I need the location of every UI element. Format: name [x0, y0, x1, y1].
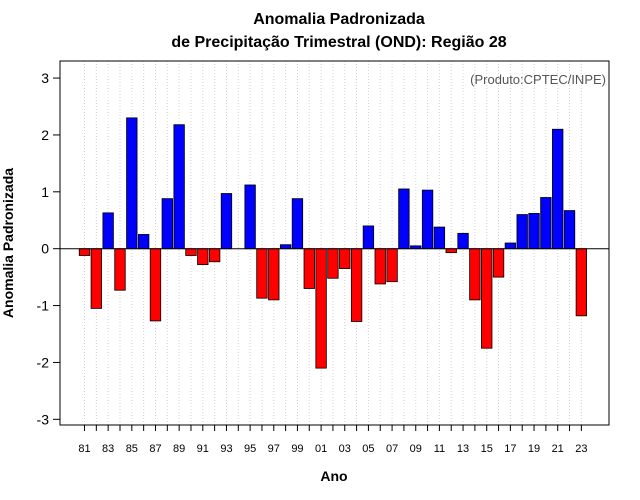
plot-frame	[59, 60, 610, 426]
bar-20	[540, 197, 552, 250]
y-axis: -3 -2 -1 0 1 2 3	[37, 70, 60, 427]
bar-00	[303, 248, 315, 289]
x-tick-label: 05	[362, 443, 374, 455]
x-tick-label: 01	[315, 443, 327, 455]
bar-02	[327, 248, 339, 279]
x-tick-label: 87	[149, 443, 161, 455]
bar-89	[173, 124, 185, 250]
bar-88	[161, 198, 173, 250]
x-tick-label: 81	[78, 443, 90, 455]
bar-96	[256, 248, 268, 299]
y-tick-label: 1	[41, 184, 49, 200]
bar-21	[552, 128, 564, 250]
bars-group	[78, 117, 588, 369]
x-tick-label: 07	[386, 443, 398, 455]
y-tick-label: -3	[37, 411, 50, 427]
x-tick-label: 13	[457, 443, 469, 455]
x-tick-label: 19	[528, 443, 540, 455]
y-tick-label: -1	[37, 298, 50, 314]
bar-07	[386, 248, 398, 283]
bar-87	[149, 248, 162, 322]
bar-84	[114, 248, 126, 291]
bar-01	[315, 248, 327, 369]
y-tick-label: 3	[41, 70, 49, 86]
chart-title-line1: Anomalia Padronizada	[253, 11, 425, 28]
bar-08	[398, 188, 410, 250]
y-tick-label: 2	[41, 127, 49, 143]
x-axis: 81 83 85 87 89 91 93 95 97 99 01 03 05 07 09 11 13 15 17 19…	[78, 425, 587, 455]
bar-86	[137, 234, 150, 250]
bar-91	[197, 248, 209, 266]
chart-title-line2: de Precipitação Trimestral (OND): Região…	[171, 34, 506, 51]
bar-90	[185, 248, 197, 256]
x-tick-label: 95	[244, 443, 256, 455]
bar-14	[469, 248, 481, 301]
bar-81	[78, 248, 91, 256]
x-tick-label: 93	[220, 443, 232, 455]
x-tick-label: 83	[102, 443, 114, 455]
y-axis-title: Anomalia Padronizada	[0, 168, 16, 318]
bar-04	[350, 248, 363, 322]
x-tick-label: 17	[504, 443, 516, 455]
bar-95	[244, 184, 256, 250]
bar-99	[291, 198, 304, 250]
x-tick-label: 09	[410, 443, 422, 455]
bar-98	[279, 244, 292, 250]
bar-12	[445, 248, 457, 254]
x-tick-label: 89	[173, 443, 185, 455]
bar-19	[528, 213, 540, 250]
bar-97	[268, 248, 280, 301]
bar-17	[504, 242, 517, 250]
bar-16	[492, 248, 505, 278]
bar-10	[421, 189, 434, 250]
source-annotation: (Produto:CPTEC/INPE)	[470, 72, 606, 87]
bar-93	[220, 193, 233, 250]
bar-11	[433, 226, 446, 250]
x-tick-label: 85	[126, 443, 138, 455]
y-tick-label: -2	[37, 354, 50, 370]
bar-82	[90, 248, 102, 309]
bar-22	[563, 210, 576, 250]
x-tick-label: 91	[197, 443, 209, 455]
x-tick-label: 11	[434, 443, 445, 455]
x-tick-label: 99	[291, 443, 303, 455]
x-tick-label: 97	[268, 443, 280, 455]
y-tick-label: 0	[41, 241, 49, 257]
x-tick-label: 15	[481, 443, 493, 455]
bar-15	[481, 248, 493, 349]
bar-05	[362, 225, 375, 250]
x-axis-title: Ano	[320, 468, 347, 484]
bar-13	[457, 232, 469, 250]
x-tick-label: 03	[339, 443, 351, 455]
bar-83	[102, 212, 114, 250]
bar-92	[208, 248, 221, 263]
x-tick-label: 21	[552, 443, 564, 455]
bar-18	[516, 214, 528, 250]
bar-03	[339, 248, 351, 269]
x-tick-label: 23	[575, 443, 587, 455]
bar-06	[374, 248, 386, 285]
bar-23	[575, 248, 588, 317]
bar-85	[126, 117, 138, 250]
